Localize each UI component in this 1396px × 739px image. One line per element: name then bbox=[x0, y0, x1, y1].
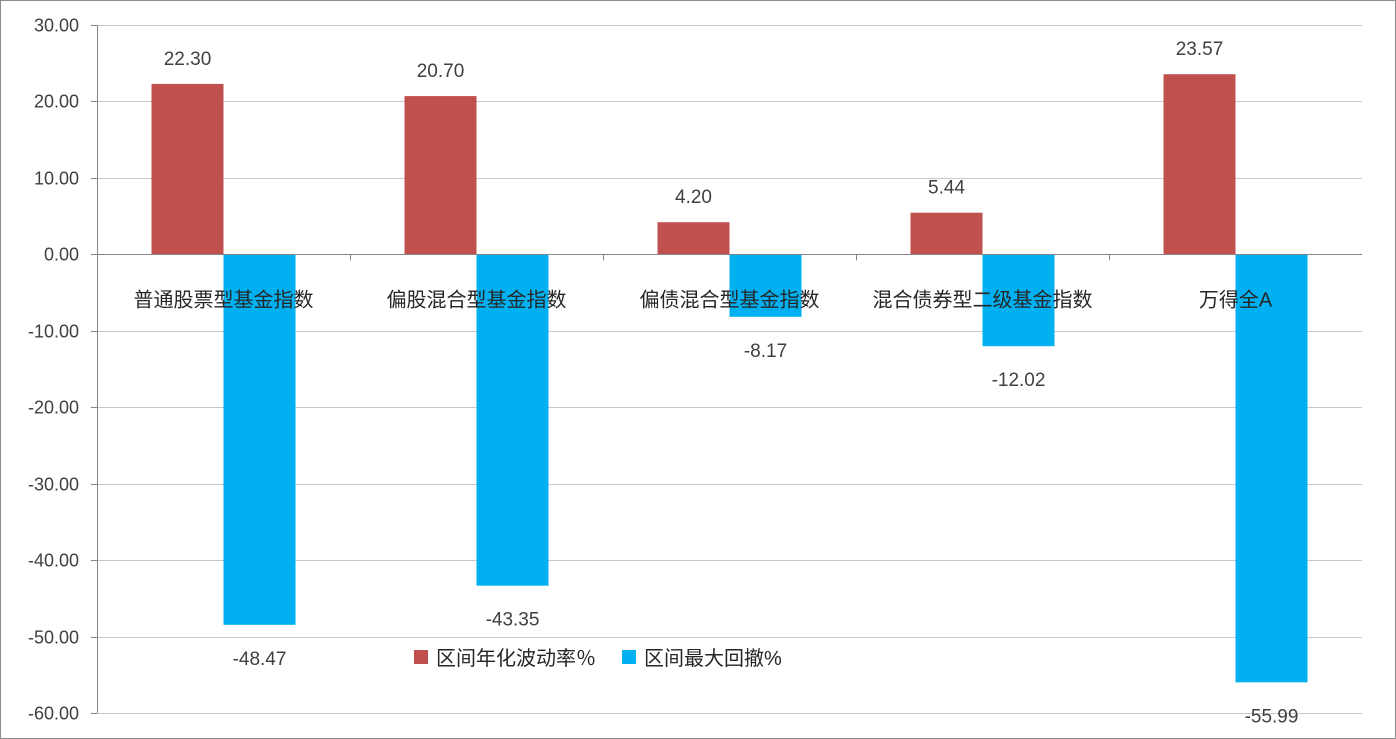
bar bbox=[404, 96, 477, 255]
legend-swatch bbox=[414, 650, 428, 664]
data-label: -43.35 bbox=[486, 610, 540, 631]
y-tick-label: 0.00 bbox=[44, 245, 79, 265]
data-label: 5.44 bbox=[928, 178, 965, 199]
bar bbox=[982, 254, 1055, 347]
y-tick-label: 30.00 bbox=[34, 16, 79, 36]
legend-label: 区间最大回撤% bbox=[644, 647, 782, 670]
category-label: 偏债混合型基金指数 bbox=[640, 288, 820, 311]
y-tick-label: -20.00 bbox=[28, 398, 79, 418]
y-tick-label: -60.00 bbox=[28, 704, 79, 724]
category-label: 普通股票型基金指数 bbox=[134, 288, 314, 311]
bar bbox=[476, 254, 549, 586]
bar bbox=[1235, 254, 1308, 683]
bars bbox=[151, 74, 1308, 683]
y-tick-label: -10.00 bbox=[28, 322, 79, 342]
bar bbox=[1163, 74, 1236, 255]
bar bbox=[151, 83, 224, 255]
y-tick-label: -40.00 bbox=[28, 551, 79, 571]
data-label: 23.57 bbox=[1176, 39, 1224, 60]
axes: 30.00 20.00 10.00 0.00 -10.00 -20.00 -30.00 -40… bbox=[28, 16, 1362, 724]
y-tick-label: 10.00 bbox=[34, 169, 79, 189]
category-label: 混合债券型二级基金指数 bbox=[873, 288, 1093, 311]
bar bbox=[657, 222, 730, 255]
data-label: 22.30 bbox=[164, 49, 212, 70]
data-label: 4.20 bbox=[675, 187, 712, 208]
bar bbox=[910, 212, 983, 255]
data-labels: 22.30 -48.47 普通股票型基金指数 20.70 -43.35 偏股混合型基金指数… bbox=[134, 39, 1299, 727]
category-label: 偏股混合型基金指数 bbox=[387, 288, 567, 311]
y-tick-label: -50.00 bbox=[28, 628, 79, 648]
data-label: -55.99 bbox=[1245, 706, 1299, 727]
data-label: -12.02 bbox=[992, 370, 1046, 391]
bar bbox=[223, 254, 296, 625]
y-tick-label: 20.00 bbox=[34, 92, 79, 112]
category-label: 万得全A bbox=[1199, 288, 1273, 311]
bar bbox=[729, 254, 802, 317]
legend-swatch bbox=[622, 650, 636, 664]
y-tick-label: -30.00 bbox=[28, 475, 79, 495]
legend-label: 区间年化波动率％ bbox=[436, 647, 596, 670]
data-label: -48.47 bbox=[233, 649, 287, 670]
data-label: -8.17 bbox=[744, 341, 787, 362]
legend: 区间年化波动率％ 区间最大回撤% bbox=[414, 647, 782, 670]
data-label: 20.70 bbox=[417, 61, 465, 82]
gridlines bbox=[97, 25, 1362, 714]
